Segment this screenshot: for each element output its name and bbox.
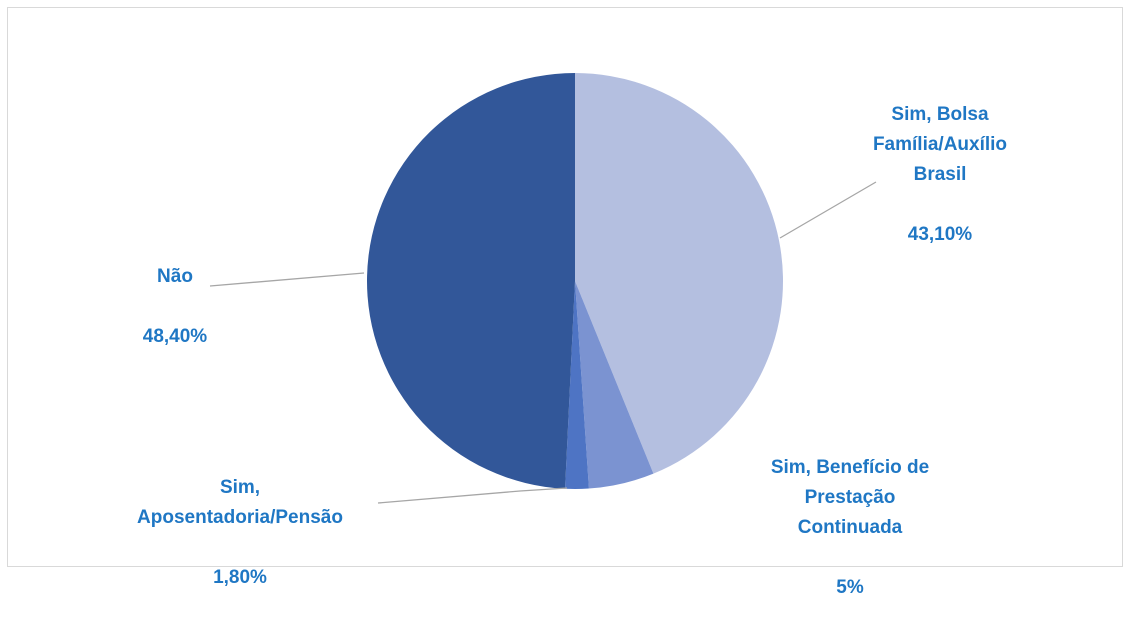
leader-aposentadoria [377, 487, 568, 504]
label-nao-value: 48,40% [142, 326, 208, 347]
label-bolsa-familia-name: Sim, Bolsa Família/Auxílio Brasil [872, 104, 1008, 185]
label-aposentadoria: Sim, Aposentadoria/Pensão 1,80% [95, 443, 385, 623]
label-bpc: Sim, Benefício de Prestação Continuada 5… [735, 423, 965, 633]
label-bolsa-familia: Sim, Bolsa Família/Auxílio Brasil 43,10% [830, 70, 1050, 280]
label-aposentadoria-value: 1,80% [213, 567, 267, 588]
leader-bolsa-familia [779, 181, 877, 239]
leader-nao [209, 272, 365, 287]
label-aposentadoria-name: Sim, Aposentadoria/Pensão [137, 477, 343, 528]
label-bpc-value: 5% [836, 577, 864, 598]
label-nao-name: Não [157, 266, 193, 287]
pie-chart [209, 73, 877, 504]
slice-nao [366, 73, 575, 489]
slice-aposentadoria [565, 281, 589, 489]
label-bolsa-familia-value: 43,10% [907, 224, 973, 245]
label-bpc-name: Sim, Benefício de Prestação Continuada [770, 457, 930, 538]
slice-bpc [575, 281, 654, 489]
slice-bolsa-familia [575, 73, 784, 474]
label-nao: Não 48,40% [100, 232, 250, 382]
